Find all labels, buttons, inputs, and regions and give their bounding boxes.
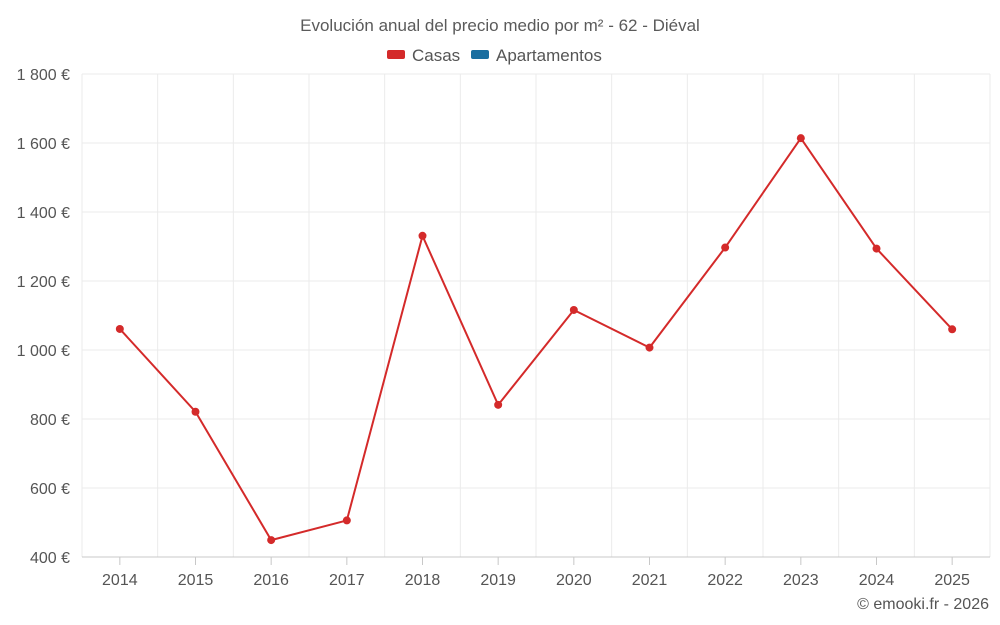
series-line-casas — [119, 137, 953, 542]
x-tick-label: 2023 — [783, 572, 819, 589]
x-tick-label: 2014 — [102, 572, 138, 589]
data-point[interactable] — [796, 134, 805, 143]
x-tick-label: 2018 — [405, 572, 441, 589]
x-tick-label: 2019 — [480, 572, 516, 589]
axes: 400 € 600 € 800 € 1 000 € 1 200 € 1 400 € 1 60… — [17, 67, 990, 589]
legend-swatch-casas — [387, 50, 405, 59]
legend-item-apartamentos[interactable]: Apartamentos — [471, 46, 602, 65]
x-tick-label: 2025 — [934, 572, 970, 589]
legend-label-casas: Casas — [412, 46, 460, 65]
data-point[interactable] — [267, 536, 276, 545]
y-tick-label: 400 € — [30, 550, 70, 567]
y-tick-label: 1 200 € — [17, 274, 70, 291]
x-tick-label: 2024 — [859, 572, 895, 589]
data-point[interactable] — [115, 324, 124, 333]
data-point[interactable] — [569, 305, 578, 314]
x-tick-label: 2022 — [707, 572, 743, 589]
data-point[interactable] — [191, 407, 200, 416]
data-point[interactable] — [494, 400, 503, 409]
data-point[interactable] — [948, 325, 957, 334]
legend: Casas Apartamentos — [387, 46, 602, 65]
y-tick-label: 1 800 € — [17, 67, 70, 84]
legend-swatch-apartamentos — [471, 50, 489, 59]
data-point[interactable] — [721, 243, 730, 252]
data-point[interactable] — [342, 516, 351, 525]
y-tick-label: 800 € — [30, 412, 70, 429]
credit-text: © emooki.fr - 2026 — [857, 596, 989, 613]
y-tick-label: 600 € — [30, 481, 70, 498]
chart-title: Evolución anual del precio medio por m² … — [300, 16, 700, 35]
data-point[interactable] — [872, 244, 881, 253]
x-tick-label: 2020 — [556, 572, 592, 589]
data-point[interactable] — [418, 231, 427, 240]
x-tick-label: 2021 — [632, 572, 668, 589]
legend-item-casas[interactable]: Casas — [387, 46, 460, 65]
grid — [81, 73, 991, 557]
y-tick-label: 1 000 € — [17, 343, 70, 360]
data-point[interactable] — [645, 343, 654, 352]
x-tick-label: 2015 — [178, 572, 214, 589]
x-tick-label: 2017 — [329, 572, 365, 589]
y-tick-label: 1 600 € — [17, 136, 70, 153]
series-casas — [115, 134, 957, 545]
y-tick-label: 1 400 € — [17, 205, 70, 222]
x-tick-label: 2016 — [253, 572, 289, 589]
legend-label-apartamentos: Apartamentos — [496, 46, 602, 65]
